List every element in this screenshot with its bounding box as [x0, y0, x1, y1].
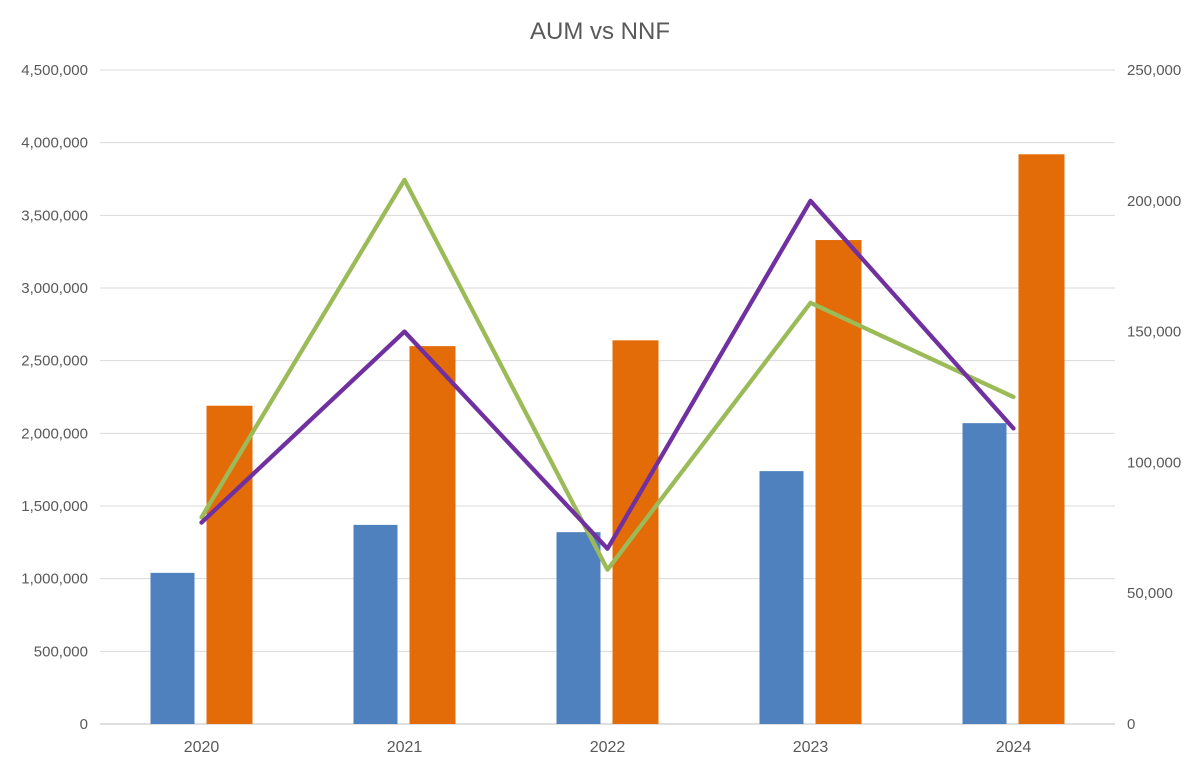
right-axis-tick-label: 50,000: [1127, 585, 1173, 602]
bar-blue-bar-2023: [759, 471, 804, 724]
bar-orange-bar-2023: [815, 240, 862, 725]
left-axis-tick-label: 3,500,000: [21, 207, 88, 224]
x-axis-category-label: 2024: [996, 739, 1032, 756]
bar-orange-bar-2021: [409, 346, 456, 724]
x-axis-category-label: 2023: [793, 739, 829, 756]
right-axis-tick-label: 150,000: [1127, 324, 1181, 341]
x-axis-category-label: 2022: [590, 739, 626, 756]
data-series-layer: [150, 154, 1065, 725]
line-green-line: [199, 177, 1016, 572]
chart-title: AUM vs NNF: [530, 18, 670, 45]
left-axis-tick-label: 1,500,000: [21, 498, 88, 515]
gridlines-layer: [100, 69, 1115, 725]
right-axis-tick-label: 250,000: [1127, 62, 1181, 79]
left-axis-tick-label: 4,500,000: [21, 62, 88, 79]
right-axis-tick-label: 0: [1127, 716, 1135, 733]
x-axis-category-label: 2020: [184, 739, 220, 756]
left-axis-tick-label: 2,500,000: [21, 353, 88, 370]
x-axis-category-label: 2021: [387, 739, 423, 756]
line-purple-line: [199, 198, 1016, 551]
bar-blue-bar-2021: [353, 524, 398, 724]
bar-blue-bar-2020: [150, 572, 195, 724]
axis-labels-layer: 0 500,000 1,000,000 1,500,000 2,000,000 2,500…: [21, 62, 1181, 756]
bar-blue-bar-2022: [556, 532, 601, 724]
bar-orange-bar-2024: [1018, 154, 1065, 724]
bar-blue-bar-2024: [962, 423, 1007, 724]
left-axis-tick-label: 2,000,000: [21, 425, 88, 442]
right-axis-tick-label: 200,000: [1127, 193, 1181, 210]
right-axis-tick-label: 100,000: [1127, 454, 1181, 471]
left-axis-tick-label: 1,000,000: [21, 571, 88, 588]
bar-orange-bar-2020: [206, 405, 253, 724]
left-axis-tick-label: 500,000: [34, 643, 88, 660]
left-axis-tick-label: 4,000,000: [21, 135, 88, 152]
left-axis-tick-label: 3,000,000: [21, 280, 88, 297]
left-axis-tick-label: 0: [80, 716, 88, 733]
